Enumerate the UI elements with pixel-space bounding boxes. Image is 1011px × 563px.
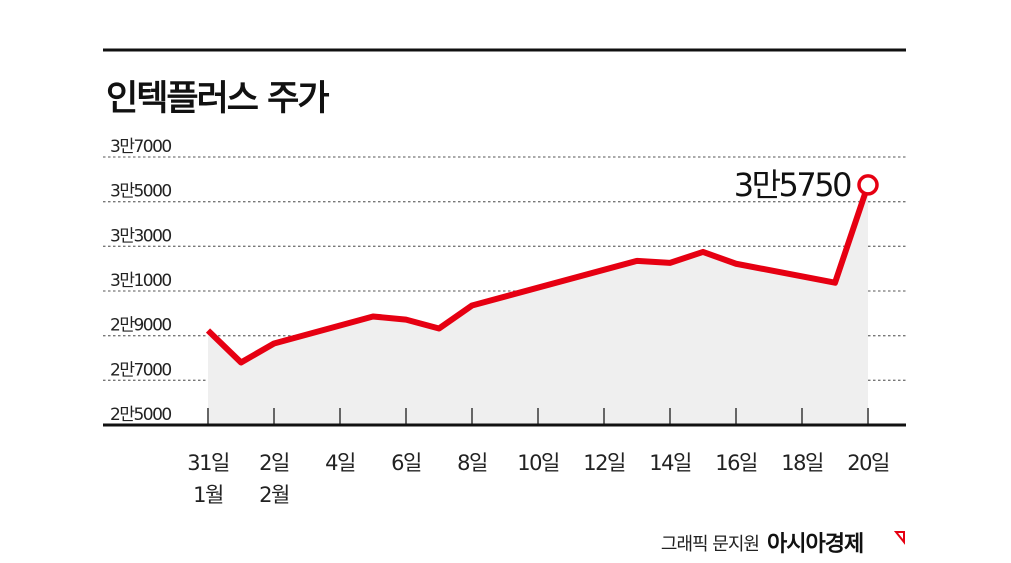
x-tick-label: 14일 [649, 451, 691, 475]
y-tick-label: 3만3000 [110, 226, 171, 246]
x-tick-label: 18일 [781, 451, 823, 475]
y-tick-label: 3만7000 [110, 137, 171, 157]
x-tick-label: 20일 [847, 451, 889, 475]
x-tick-label: 16일 [715, 451, 757, 475]
x-tick-label: 31일 [187, 451, 229, 475]
area-fill [208, 184, 868, 425]
y-tick-label: 2만5000 [110, 405, 171, 425]
logo-mark-icon [893, 531, 905, 545]
chart-title: 인텍플러스 주가 [106, 79, 329, 119]
x-tick-label: 12일 [583, 451, 625, 475]
x-tick-label: 8일 [457, 451, 487, 475]
x-tick-label: 6일 [391, 451, 421, 475]
series-line [205, 183, 871, 366]
x-tick-label: 2일 [259, 451, 289, 475]
x-tick-label: 10일 [517, 451, 559, 475]
y-tick-label: 3만5000 [110, 182, 171, 202]
y-tick-label: 2만7000 [110, 360, 171, 380]
x-tick-month-label: 1월 [193, 483, 223, 507]
x-tick-label: 4일 [325, 451, 355, 475]
end-point-marker [857, 174, 879, 196]
y-tick-label: 2만9000 [110, 316, 171, 336]
credit-text: 그래픽 문지원 [661, 534, 759, 555]
x-tick-month-label: 2월 [259, 483, 289, 507]
logo-text: 아시아경제 [767, 532, 863, 557]
callout-label: 3만5750 [734, 166, 851, 204]
y-tick-label: 3만1000 [110, 271, 171, 291]
